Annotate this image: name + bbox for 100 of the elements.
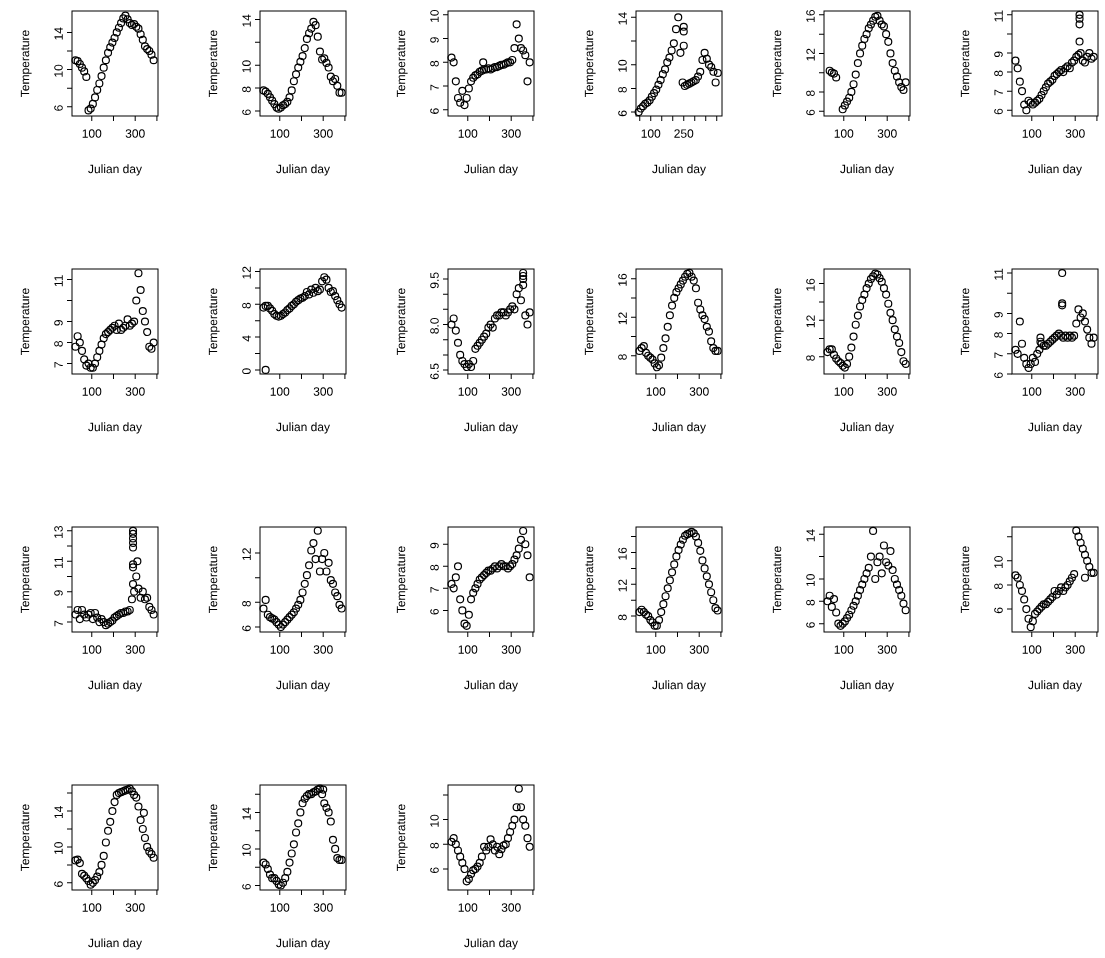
point (1076, 313, 1085, 322)
point (698, 556, 707, 565)
point (456, 595, 465, 604)
point (305, 29, 314, 38)
point (482, 846, 491, 855)
point (663, 322, 672, 331)
point (851, 597, 860, 606)
point (670, 293, 679, 302)
point (899, 357, 908, 366)
point (1022, 359, 1031, 368)
point (847, 87, 856, 96)
point (447, 320, 456, 329)
point (296, 808, 305, 817)
point (682, 80, 692, 89)
point (672, 288, 681, 297)
y-tick-label: 8 (806, 90, 815, 97)
point (1043, 339, 1053, 348)
y-tick-label: 6 (994, 108, 1003, 115)
y-tick-label: 12 (242, 266, 251, 279)
point (488, 840, 497, 849)
point (305, 290, 314, 299)
point (899, 85, 908, 95)
y-tick-label: 14 (54, 27, 63, 40)
x-tick-label: 300 (125, 129, 145, 138)
point (849, 601, 858, 610)
point (702, 54, 711, 63)
point (1035, 345, 1044, 354)
point (123, 315, 132, 324)
point (296, 595, 305, 604)
point (897, 591, 906, 600)
point (882, 30, 891, 39)
point (466, 362, 476, 372)
point (851, 320, 860, 329)
point (453, 846, 463, 855)
y-tick-label: 9 (54, 590, 63, 596)
point (322, 58, 331, 67)
y-tick-label: 10 (54, 64, 63, 77)
x-tick-label: 100 (646, 387, 666, 396)
point (1078, 56, 1087, 65)
point (283, 867, 292, 876)
point (294, 63, 303, 72)
y-tick-label: 8 (994, 332, 1003, 338)
y-axis-title: Temperature (208, 546, 220, 613)
point (300, 44, 309, 53)
x-tick-label: 100 (270, 903, 290, 912)
point (149, 338, 158, 347)
y-tick-label: 6 (806, 622, 815, 628)
point (265, 93, 275, 102)
point (660, 65, 670, 74)
point (147, 50, 156, 59)
point (462, 877, 471, 886)
point (71, 342, 80, 351)
point (523, 77, 532, 86)
point (1083, 556, 1092, 565)
point (464, 610, 473, 619)
point (665, 53, 674, 62)
point (510, 44, 519, 53)
y-axis-title: Temperature (20, 546, 32, 613)
x-axis-title: Julian day (652, 680, 706, 692)
x-axis-title: Julian day (276, 422, 330, 434)
point (93, 613, 102, 622)
point (318, 277, 327, 286)
point (895, 78, 904, 87)
point (521, 51, 530, 60)
point (103, 619, 113, 628)
point (80, 871, 89, 880)
y-tick-label: 9.5 (430, 272, 439, 289)
y-axis-title: Temperature (20, 30, 32, 97)
point (333, 296, 342, 305)
point (676, 48, 685, 57)
y-tick-label: 16 (806, 278, 815, 291)
point (458, 858, 467, 867)
point (1017, 87, 1027, 96)
point (322, 567, 331, 576)
point (456, 852, 465, 861)
point (832, 73, 841, 82)
point (523, 320, 532, 329)
point (679, 27, 688, 36)
y-axis-title: Temperature (20, 804, 32, 871)
point (114, 23, 123, 32)
point (95, 618, 104, 627)
point (318, 790, 327, 799)
point (475, 858, 484, 867)
x-tick-label: 100 (458, 903, 478, 912)
point (1075, 20, 1084, 29)
point (1067, 58, 1077, 67)
x-tick-label: 300 (1065, 387, 1085, 396)
point (136, 593, 145, 602)
point (901, 359, 910, 369)
point (324, 63, 333, 72)
point (860, 290, 869, 299)
point (709, 343, 718, 353)
point (1080, 317, 1090, 326)
point (709, 596, 718, 605)
point (462, 93, 471, 103)
point (276, 623, 285, 632)
point (884, 37, 893, 46)
x-axis-title: Julian day (1028, 164, 1082, 176)
point (678, 78, 687, 87)
y-tick-label: 11 (994, 10, 1003, 22)
